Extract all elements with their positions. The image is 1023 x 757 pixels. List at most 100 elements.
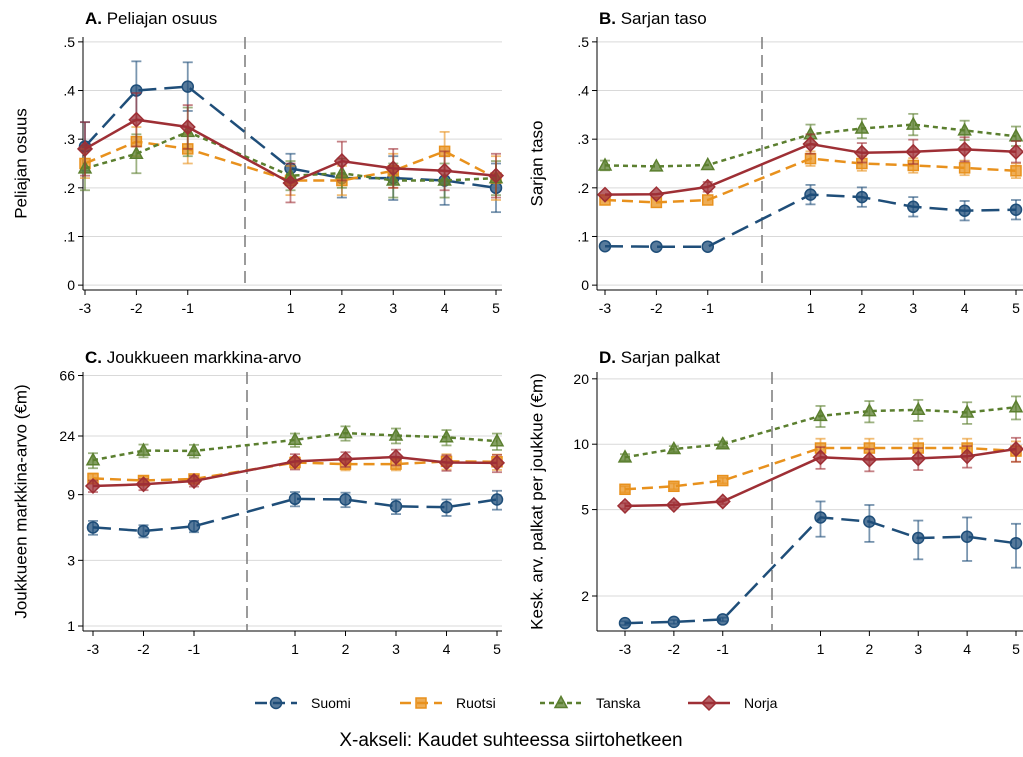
data-point <box>1010 165 1022 177</box>
y-tick-label: .2 <box>63 180 75 196</box>
x-tick-label: 2 <box>858 300 866 316</box>
y-tick-label: .3 <box>577 131 589 147</box>
data-point <box>128 111 145 128</box>
data-point <box>1009 203 1023 216</box>
x-tick-label: 4 <box>443 641 451 657</box>
series-suomi <box>598 184 1023 253</box>
data-point <box>666 440 682 455</box>
series-suomi <box>618 500 1023 630</box>
legend-item-tanska: Tanska <box>540 694 641 711</box>
panel-title-text: Sarjan palkat <box>616 348 720 367</box>
legend: Suomi Ruotsi Tanska Norja <box>255 694 778 712</box>
data-point <box>385 160 402 177</box>
x-tick-label: 1 <box>291 641 299 657</box>
data-point <box>861 451 878 468</box>
data-point <box>439 429 454 443</box>
y-tick-label: .1 <box>63 228 75 244</box>
data-point <box>665 496 682 514</box>
y-tick-label: .4 <box>577 83 589 99</box>
y-tick-label: 2 <box>581 588 589 604</box>
y-axis-label: Kesk. arv. palkat per joukkue (€m) <box>527 373 546 630</box>
data-point <box>701 240 714 253</box>
x-tick-label: -2 <box>650 300 663 316</box>
x-tick-label: 5 <box>1012 641 1020 657</box>
data-point <box>649 158 664 172</box>
series-line <box>84 85 497 190</box>
y-tick-label: 5 <box>581 502 589 518</box>
data-point <box>181 80 194 93</box>
x-tick-label: -3 <box>79 300 92 316</box>
legend-marker <box>269 696 283 710</box>
y-tick-label: .1 <box>577 228 589 244</box>
panel-title: A. Peliajan osuus <box>85 9 217 28</box>
legend-marker <box>700 694 718 712</box>
panel-letter: A. <box>85 9 102 28</box>
panel-title-text: Peliajan osuus <box>102 9 217 28</box>
data-point <box>185 472 203 490</box>
data-point <box>812 449 829 466</box>
data-point <box>1009 536 1023 550</box>
data-point <box>910 401 926 416</box>
data-point <box>802 135 819 153</box>
data-point <box>905 143 922 160</box>
data-point <box>389 500 403 513</box>
x-tick-label: 1 <box>807 300 815 316</box>
data-point <box>1008 399 1023 413</box>
series-line <box>92 431 498 462</box>
panel-title-text: Sarjan taso <box>616 9 707 28</box>
series-tanska <box>597 112 1023 172</box>
data-point <box>959 404 975 418</box>
data-point <box>333 153 350 170</box>
data-point <box>699 178 716 195</box>
series-norja <box>596 133 1023 203</box>
y-tick-label: 3 <box>67 552 75 568</box>
data-point <box>598 239 612 253</box>
legend-label: Ruotsi <box>456 695 496 711</box>
data-point <box>597 157 613 171</box>
series-line <box>92 455 498 488</box>
legend-marker <box>415 697 427 709</box>
y-tick-label: .2 <box>577 180 589 196</box>
panel-b: B. Sarjan taso 0 .1 .2 .3 .4 .5 -3 -2 -1 1 2 3 4 5 Sarj… <box>527 9 1023 316</box>
legend-marker <box>553 694 569 709</box>
y-tick-label: .5 <box>577 34 589 50</box>
x-axis-caption: X-akseli: Kaudet suhteessa siirtohetkeen <box>339 730 682 751</box>
x-tick-label: -3 <box>599 300 612 316</box>
data-point <box>1008 128 1023 142</box>
x-tick-label: 2 <box>338 300 346 316</box>
panel-d: D. Sarjan palkat 2 5 10 20 -3 -2 -1 1 2 3 4 5 Kesk. a… <box>527 348 1023 657</box>
data-point <box>853 144 870 161</box>
data-point <box>84 477 102 495</box>
data-point <box>854 120 870 134</box>
y-axis-label: Peliajan osuus <box>11 108 30 219</box>
y-tick-label: 1 <box>67 618 75 634</box>
data-point <box>813 407 828 422</box>
data-point <box>616 497 634 514</box>
data-point <box>960 530 974 543</box>
data-point <box>618 616 632 630</box>
x-tick-label: -3 <box>619 641 632 657</box>
data-point <box>287 431 303 446</box>
data-point <box>440 500 453 514</box>
data-point <box>702 194 714 206</box>
data-point <box>339 493 352 506</box>
x-tick-label: -2 <box>130 300 143 316</box>
legend-item-norja: Norja <box>688 694 778 712</box>
legend-label: Tanska <box>596 695 641 711</box>
y-tick-label: .4 <box>63 83 75 99</box>
x-tick-label: 2 <box>865 641 873 657</box>
panel-title: B. Sarjan taso <box>599 9 707 28</box>
x-tick-label: -1 <box>182 300 195 316</box>
data-point <box>487 167 505 184</box>
data-point <box>804 188 817 201</box>
y-tick-label: 0 <box>581 277 589 293</box>
x-tick-label: 1 <box>817 641 825 657</box>
y-tick-label: .3 <box>63 131 75 147</box>
series-tanska <box>617 395 1023 463</box>
y-tick-label: 9 <box>67 487 75 503</box>
data-point <box>910 450 927 467</box>
y-tick-label: .5 <box>63 34 75 50</box>
series-line <box>84 130 497 182</box>
data-point <box>668 480 680 493</box>
